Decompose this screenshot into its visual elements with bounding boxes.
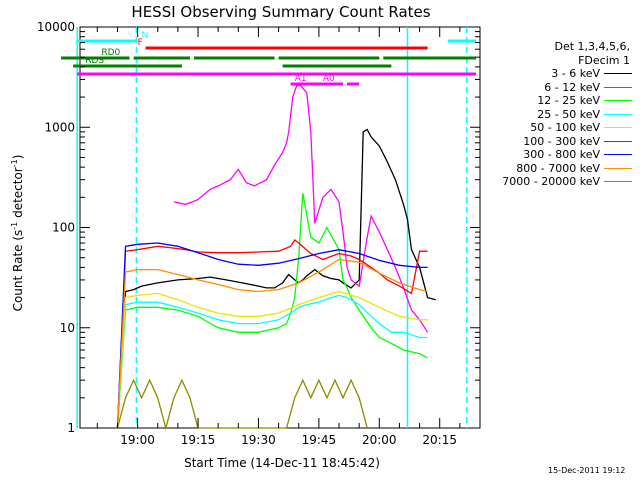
legend-entry-label: 7000 - 20000 keV xyxy=(502,175,600,188)
flag-bar-label: A0 xyxy=(323,74,335,84)
y-tick-label: 100 xyxy=(52,221,75,235)
legend-entry-label: 12 - 25 keV xyxy=(537,94,600,107)
flag-bar-label: RD0 xyxy=(101,48,120,58)
legend-entry-label: 800 - 7000 keV xyxy=(516,161,600,175)
flag-bar-label: N xyxy=(142,31,149,41)
legend-swatch xyxy=(604,167,632,169)
series-line xyxy=(116,378,368,431)
legend-entry: 25 - 50 keV xyxy=(480,108,636,122)
vertical-markers xyxy=(76,27,468,428)
legend-entry: 3 - 6 keV xyxy=(480,67,636,81)
y-axis-label-sup: -1 xyxy=(10,222,19,230)
y-tick-label: 1 xyxy=(67,421,75,435)
y-ticks: 1 10 100 1000 10000 xyxy=(37,20,480,435)
legend-swatch xyxy=(604,86,632,88)
plot-frame xyxy=(79,26,481,429)
legend-swatch xyxy=(604,73,632,75)
legend-entry: 12 - 25 keV xyxy=(480,94,636,108)
flag-bar-label: RDS xyxy=(85,56,104,66)
series-line xyxy=(116,239,428,429)
legend-entry: 300 - 800 keV xyxy=(480,148,636,162)
y-axis-label-part: ) xyxy=(11,155,25,160)
y-axis-label-part: detector xyxy=(11,167,25,222)
legend-entry-label: 100 - 300 keV xyxy=(523,134,600,148)
legend-swatch xyxy=(604,154,632,156)
y-axis-label-sup: -1 xyxy=(10,159,19,167)
series-line xyxy=(116,193,428,429)
y-tick-label: 10000 xyxy=(37,20,75,34)
legend-entry: 6 - 12 keV xyxy=(480,81,636,95)
legend-swatch xyxy=(604,181,632,183)
y-axis-label: Count Rate (s-1 detector-1) xyxy=(10,155,25,312)
series-line xyxy=(116,294,428,429)
flag-bar-label: A1 xyxy=(295,74,307,84)
x-ticks: 19:00 19:15 19:30 19:45 20:00 20:15 xyxy=(96,27,481,447)
x-tick-label: 19:45 xyxy=(302,433,337,447)
legend: Det 1,3,4,5,6, FDecim 1 3 - 6 keV 6 - 12 … xyxy=(480,40,636,189)
legend-entry: 50 - 100 keV xyxy=(480,121,636,135)
legend-entry: 100 - 300 keV xyxy=(480,135,636,149)
legend-entry-label: 3 - 6 keV xyxy=(551,67,600,80)
legend-header: FDecim 1 xyxy=(578,53,630,67)
legend-entry-label: 300 - 800 keV xyxy=(523,148,600,161)
x-tick-label: 20:15 xyxy=(422,433,457,447)
legend-entry: 800 - 7000 keV xyxy=(480,162,636,176)
legend-entry: 7000 - 20000 keV xyxy=(480,175,636,189)
x-axis-label: Start Time (14-Dec-11 18:45:42) xyxy=(184,456,380,470)
series-lines xyxy=(116,84,436,431)
y-axis-label-part: Count Rate (s xyxy=(11,230,25,312)
legend-entry-label: 6 - 12 keV xyxy=(544,80,600,94)
legend-swatch xyxy=(604,140,632,142)
x-tick-label: 19:30 xyxy=(241,433,276,447)
timestamp: 15-Dec-2011 19:12 xyxy=(548,466,626,475)
x-tick-label: 19:15 xyxy=(181,433,216,447)
legend-swatch xyxy=(604,113,632,115)
y-tick-label: 1000 xyxy=(44,120,75,134)
series-line xyxy=(116,128,436,429)
legend-swatch xyxy=(604,100,632,102)
y-tick-label: 10 xyxy=(60,321,75,335)
legend-swatch xyxy=(604,127,632,129)
series-line xyxy=(116,242,428,429)
series-line xyxy=(116,258,428,429)
series-line xyxy=(173,84,429,333)
legend-entry-label: 50 - 100 keV xyxy=(530,121,600,134)
series-line xyxy=(116,290,428,429)
chart-title: HESSI Observing Summary Count Rates xyxy=(131,3,430,21)
flag-bar-label: F xyxy=(138,38,143,48)
x-tick-label: 20:00 xyxy=(362,433,397,447)
legend-header: Det 1,3,4,5,6, xyxy=(554,40,630,53)
legend-entry-label: 25 - 50 keV xyxy=(537,107,600,121)
x-tick-label: 19:00 xyxy=(120,433,155,447)
